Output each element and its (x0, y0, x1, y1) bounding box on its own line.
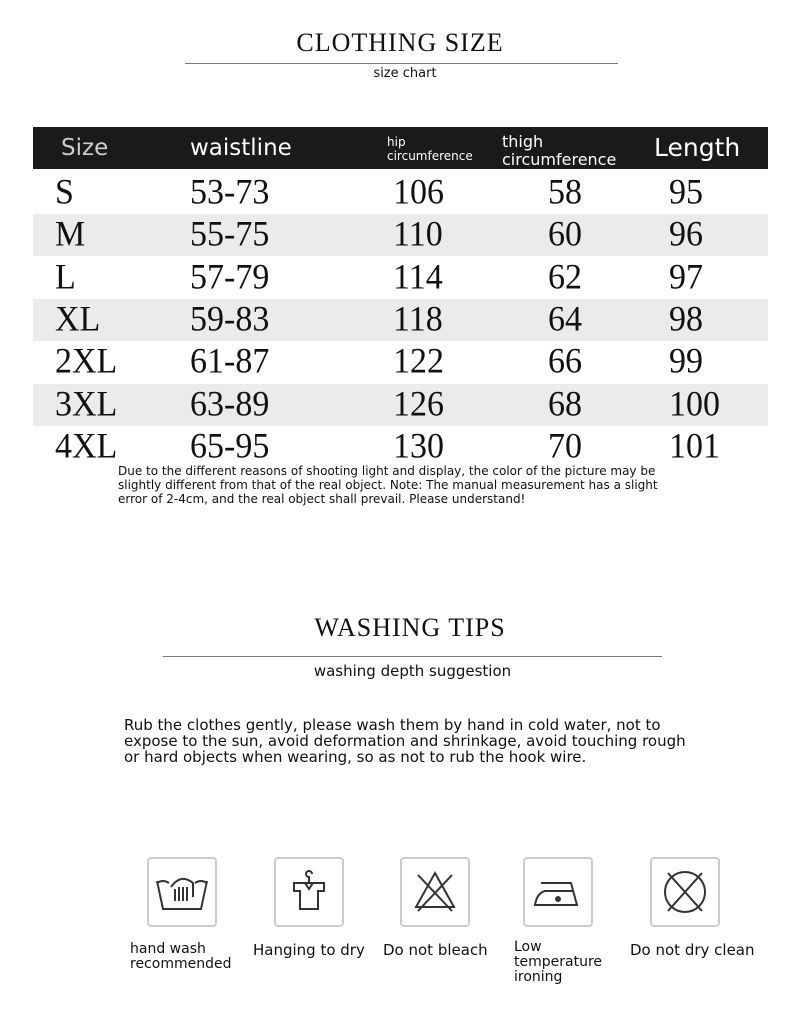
cell-thigh: 64 (548, 299, 582, 339)
header-waistline: waistline (190, 135, 292, 161)
clothing-size-title: CLOTHING SIZE (296, 28, 504, 57)
divider (163, 656, 662, 657)
cell-length: 95 (669, 173, 703, 212)
cell-waistline: 65-95 (190, 426, 270, 466)
care-label: Do not bleach (383, 941, 488, 959)
table-row: 4XL 65-95 130 70 101 (33, 426, 768, 468)
cell-length: 97 (669, 257, 703, 297)
cell-waistline: 63-89 (190, 384, 270, 424)
cell-size: XL (55, 299, 101, 339)
table-row: M 55-75 110 60 96 (33, 214, 768, 257)
header-hip: hip circumference (387, 135, 473, 163)
no-dry-clean-icon (650, 857, 720, 927)
cell-size: S (55, 173, 74, 212)
care-label: Hanging to dry (253, 941, 365, 959)
cell-hip: 106 (393, 173, 444, 212)
table-header: Size waistline hip circumference thigh c… (33, 127, 768, 169)
cell-size: 2XL (55, 342, 118, 382)
care-label: Do not dry clean (630, 941, 755, 959)
cell-size: 4XL (55, 426, 118, 466)
low-iron-icon (523, 857, 593, 927)
header-thigh: thigh circumference (502, 132, 617, 169)
washing-description: Rub the clothes gently, please wash them… (124, 716, 686, 766)
cell-thigh: 62 (548, 257, 582, 297)
washing-tips-title: WASHING TIPS (314, 613, 506, 642)
cell-thigh: 58 (548, 173, 582, 212)
cell-thigh: 68 (548, 384, 582, 424)
table-row: S 53-73 106 58 95 (33, 172, 768, 214)
cell-thigh: 60 (548, 215, 582, 255)
table-row: 2XL 61-87 122 66 99 (33, 341, 768, 383)
cell-waistline: 61-87 (190, 342, 270, 382)
hang-dry-icon (274, 857, 344, 927)
cell-length: 100 (669, 384, 720, 424)
cell-size: M (55, 215, 86, 255)
cell-length: 101 (669, 426, 720, 466)
size-chart-subtitle: size chart (373, 66, 437, 81)
header-size: Size (61, 135, 109, 161)
header-length: Length (654, 133, 741, 162)
cell-length: 96 (669, 215, 703, 255)
cell-hip: 110 (393, 215, 443, 255)
cell-waistline: 53-73 (190, 173, 270, 212)
table-row: XL 59-83 118 64 98 (33, 298, 768, 341)
no-bleach-icon (400, 857, 470, 927)
washing-subtitle: washing depth suggestion (313, 662, 512, 680)
cell-thigh: 66 (548, 342, 582, 382)
care-label: Low temperature ironing (514, 939, 602, 985)
cell-waistline: 57-79 (190, 257, 270, 297)
cell-hip: 126 (393, 384, 444, 424)
measurement-note: Due to the different reasons of shooting… (118, 464, 658, 506)
cell-length: 99 (669, 342, 703, 382)
cell-thigh: 70 (548, 426, 582, 466)
care-label: hand wash recommended (130, 941, 232, 972)
cell-hip: 130 (393, 426, 444, 466)
table-row: L 57-79 114 62 97 (33, 257, 768, 299)
cell-size: L (55, 257, 76, 297)
cell-hip: 122 (393, 342, 444, 382)
cell-waistline: 55-75 (190, 215, 270, 255)
cell-length: 98 (669, 299, 703, 339)
cell-hip: 114 (393, 257, 443, 297)
cell-waistline: 59-83 (190, 299, 270, 339)
cell-hip: 118 (393, 299, 443, 339)
cell-size: 3XL (55, 384, 118, 424)
divider (185, 63, 618, 64)
hand-wash-icon (147, 857, 217, 927)
table-row: 3XL 63-89 126 68 100 (33, 383, 768, 426)
